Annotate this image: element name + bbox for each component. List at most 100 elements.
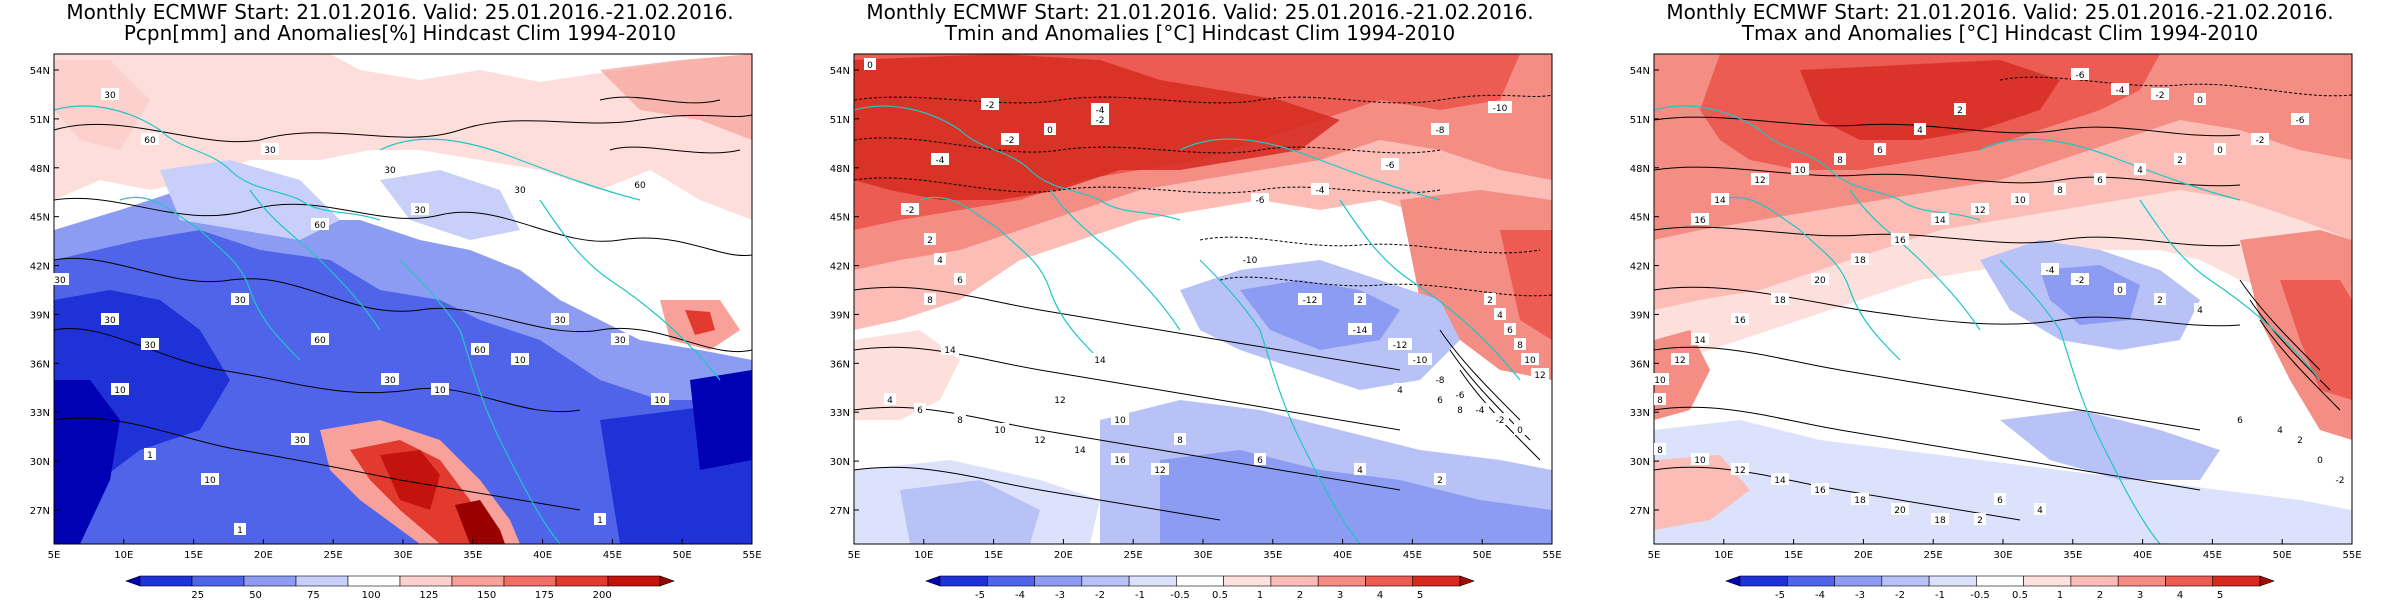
colorbar-label: 2 <box>1297 590 1303 600</box>
contour-value-label: -4 <box>1096 106 1105 116</box>
contour-value-label: -12 <box>1303 296 1318 306</box>
contour-value-label: -10 <box>1243 256 1258 266</box>
colorbar-segment <box>1928 575 1977 587</box>
contour-value-label: 10 <box>1694 456 1706 466</box>
contour-value-label: 2 <box>1977 516 1983 526</box>
contour-label-box <box>1834 153 1846 165</box>
contour-value-label: -10 <box>1413 356 1428 366</box>
colorbar-segment <box>295 575 349 587</box>
contour-label-box <box>1654 443 1666 455</box>
contour-label-box <box>1851 253 1869 265</box>
contour-label-box <box>931 153 949 165</box>
colorbar-segment <box>986 575 1035 587</box>
colorbar-arrow-left <box>125 575 141 587</box>
longitude-label: 30E <box>1993 550 2012 561</box>
longitude-label: 25E <box>1924 550 1943 561</box>
contour-label-box <box>1994 493 2006 505</box>
contour-value-label: 16 <box>1114 456 1126 466</box>
contour-label-box <box>2174 153 2186 165</box>
contour-label-box <box>1954 103 1966 115</box>
contour-label-box <box>1651 373 1669 385</box>
latitude-labels: 54N 51N 48N 45N 42N 39N 36N 33N 30N 27N <box>30 66 59 517</box>
latitude-label: 27N <box>30 506 50 517</box>
contour-label-box <box>651 393 669 405</box>
contour-label-box <box>941 343 959 355</box>
contour-label-box <box>1394 383 1406 395</box>
contour-value-label: 8 <box>1657 446 1663 456</box>
contour-value-label: 12 <box>1034 436 1045 446</box>
longitude-label: 55E <box>2342 550 2361 561</box>
colorbar-label: 0.5 <box>1212 590 1228 600</box>
panel-precipitation: Monthly ECMWF Start: 21.01.2016. Valid: … <box>0 0 800 600</box>
contour-value-label: 4 <box>1397 386 1403 396</box>
contour-value-label: 60 <box>634 181 646 191</box>
contour-value-label: -2 <box>1496 416 1505 426</box>
contour-value-label: 10 <box>204 476 216 486</box>
contour-value-label: 30 <box>384 166 396 176</box>
coastlines <box>1654 105 2321 544</box>
contour-value-label: 14 <box>1934 216 1946 226</box>
colorbar-label: -5 <box>1775 590 1785 600</box>
latitude-label: 51N <box>30 115 50 126</box>
contour-value-label: 12 <box>1054 396 1065 406</box>
colorbar-segment <box>1176 575 1224 587</box>
colorbar-segment <box>1834 575 1883 587</box>
latitude-label: 27N <box>1630 506 1650 517</box>
contour-value-label: 14 <box>1774 476 1786 486</box>
contour-value-label: -4 <box>1476 406 1485 416</box>
contour-value-label: -2 <box>1096 116 1105 126</box>
longitude-labels: 5E 10E 15E 20E 25E 30E 35E 40E 45E 50E 55E <box>48 539 762 561</box>
contour-label-box <box>101 88 119 100</box>
contour-value-label: 6 <box>2097 176 2103 186</box>
contour-label-box <box>901 203 919 215</box>
contour-label-box <box>1151 463 1169 475</box>
contour-value-label: 8 <box>927 296 933 306</box>
contour-label-box <box>551 313 569 325</box>
latitude-label: 42N <box>830 262 850 273</box>
contour-label-box <box>311 218 329 230</box>
contour-label-box <box>1174 433 1186 445</box>
contour-label-box <box>954 273 966 285</box>
latitude-label: 30N <box>830 457 850 468</box>
contour-value-label: 0 <box>2117 286 2123 296</box>
contour-value-label: -4 <box>936 156 945 166</box>
contour-value-label: 10 <box>2014 196 2026 206</box>
contour-value-label: 10 <box>1794 166 1806 176</box>
contour-value-label: 16 <box>1734 316 1746 326</box>
contour-value-label: -6 <box>2296 116 2305 126</box>
contour-label-box <box>1091 113 1109 125</box>
contour-label-box <box>1751 173 1769 185</box>
contour-label-box <box>1514 338 1526 350</box>
latitude-label: 33N <box>30 408 50 419</box>
contour-value-label: 4 <box>937 256 943 266</box>
colorbar-segment <box>1317 575 1366 587</box>
contour-value-label: 6 <box>2237 416 2243 426</box>
colorbar-segment <box>939 575 988 587</box>
contour-label-box <box>1891 233 1909 245</box>
colorbar-label: -1 <box>1135 590 1145 600</box>
colorbar-label: 75 <box>307 590 320 600</box>
contour-label-box <box>1238 253 1262 265</box>
panel-title-line2: Tmin and Anomalies [°C] Hindcast Clim 19… <box>944 21 1456 45</box>
contour-value-label: -4 <box>1316 186 1325 196</box>
colorbar-label: 4 <box>2177 590 2183 600</box>
colorbar-arrow-right <box>1459 575 1475 587</box>
latitude-label: 39N <box>30 310 50 321</box>
contour-label-box <box>1931 513 1949 525</box>
contour-label-box <box>1494 308 1506 320</box>
contour-label-box <box>1851 493 1869 505</box>
tmin-map: 54N 51N 48N 45N 42N 39N 36N 33N 30N 27N 5E 10E 15E 2… <box>830 53 1562 600</box>
contour-label-box <box>101 313 119 325</box>
colorbar-segment <box>2165 575 2214 587</box>
contour-value-label: 10 <box>994 426 1006 436</box>
contour-value-label: 0 <box>2217 146 2223 156</box>
latitude-label: 54N <box>1630 66 1650 77</box>
contour-label-box <box>1488 101 1512 113</box>
contour-label-box <box>1691 333 1709 345</box>
panel-tmax: Monthly ECMWF Start: 21.01.2016. Valid: … <box>1600 0 2400 600</box>
contour-label-box <box>1454 403 1466 415</box>
colorbar-segment <box>451 575 505 587</box>
precip-map: 54N 51N 48N 45N 42N 39N 36N 33N 30N 27N 5E 10E 15E 2… <box>30 53 762 600</box>
contour-label-box <box>2291 113 2309 125</box>
latitude-label: 30N <box>30 457 50 468</box>
